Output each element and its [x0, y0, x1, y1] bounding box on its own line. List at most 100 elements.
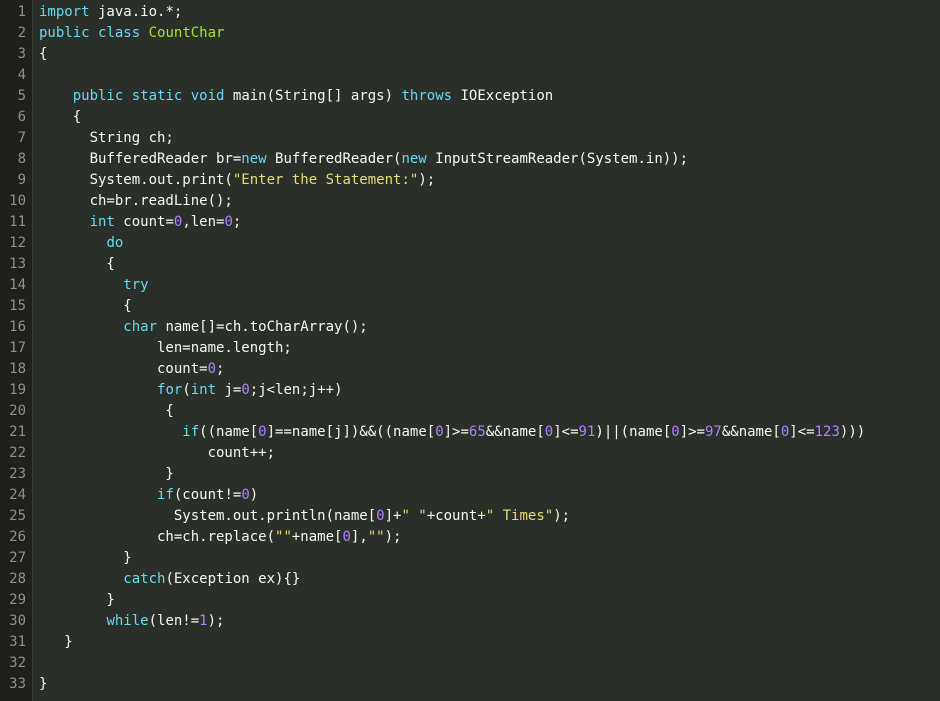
token-kw: char	[123, 319, 157, 335]
token-str: ""	[368, 529, 385, 545]
code-line[interactable]: if((name[0]==name[j])&&((name[0]>=65&&na…	[39, 422, 940, 443]
code-line[interactable]: }	[39, 548, 940, 569]
token-def: BufferedReader br=	[39, 151, 241, 167]
token-def: )	[250, 487, 258, 503]
token-str: "Enter the Statement:"	[233, 172, 418, 188]
token-kw: static	[132, 88, 183, 104]
code-line[interactable]	[39, 65, 940, 86]
token-kw: try	[123, 277, 148, 293]
line-number: 23	[4, 464, 26, 485]
code-line[interactable]: {	[39, 44, 940, 65]
token-def: }	[39, 466, 174, 482]
token-kw: while	[106, 613, 148, 629]
code-line[interactable]: public static void main(String[] args) t…	[39, 86, 940, 107]
token-def: }	[39, 634, 73, 650]
token-kw: public	[39, 25, 90, 41]
code-editor[interactable]: 1234567891011121314151617181920212223242…	[0, 0, 940, 701]
token-def: (Exception ex){}	[165, 571, 300, 587]
code-line[interactable]: {	[39, 296, 940, 317]
line-number: 21	[4, 422, 26, 443]
line-number: 15	[4, 296, 26, 317]
token-def: ]==name[j])&&((name[	[267, 424, 436, 440]
code-line[interactable]: try	[39, 275, 940, 296]
token-def: System.out.println(name[	[39, 508, 376, 524]
code-line[interactable]: {	[39, 107, 940, 128]
token-def: ,len=	[182, 214, 224, 230]
code-line[interactable]: {	[39, 254, 940, 275]
code-line[interactable]: System.out.print("Enter the Statement:")…	[39, 170, 940, 191]
line-number: 31	[4, 632, 26, 653]
token-kw: do	[106, 235, 123, 251]
code-line[interactable]: System.out.println(name[0]+" "+count+" T…	[39, 506, 940, 527]
code-line[interactable]: while(len!=1);	[39, 611, 940, 632]
code-area[interactable]: import java.io.*;public class CountChar{…	[33, 0, 940, 701]
code-line[interactable]: do	[39, 233, 940, 254]
token-num: 0	[376, 508, 384, 524]
token-kw: import	[39, 4, 90, 20]
token-kw: int	[191, 382, 216, 398]
code-line[interactable]: }	[39, 674, 940, 695]
token-def	[39, 277, 123, 293]
token-def: }	[39, 676, 47, 692]
token-num: 0	[241, 382, 249, 398]
code-line[interactable]: import java.io.*;	[39, 2, 940, 23]
code-line[interactable]: ch=ch.replace(""+name[0],"");	[39, 527, 940, 548]
token-def: &&name[	[722, 424, 781, 440]
token-def: len=name.length;	[39, 340, 292, 356]
code-line[interactable]: ch=br.readLine();	[39, 191, 940, 212]
line-number: 4	[4, 65, 26, 86]
code-line[interactable]: }	[39, 464, 940, 485]
code-line[interactable]: }	[39, 590, 940, 611]
code-line[interactable]: BufferedReader br=new BufferedReader(new…	[39, 149, 940, 170]
token-def: String ch;	[39, 130, 174, 146]
code-line[interactable]: for(int j=0;j<len;j++)	[39, 380, 940, 401]
code-line[interactable]: count=0;	[39, 359, 940, 380]
token-def: ]<=	[789, 424, 814, 440]
token-num: 0	[241, 487, 249, 503]
code-line[interactable]: count++;	[39, 443, 940, 464]
code-line[interactable]: catch(Exception ex){}	[39, 569, 940, 590]
token-kw: class	[98, 25, 140, 41]
token-num: 0	[545, 424, 553, 440]
line-number: 33	[4, 674, 26, 695]
token-def	[123, 88, 131, 104]
code-line[interactable]: }	[39, 632, 940, 653]
token-def	[39, 235, 106, 251]
token-def: {	[39, 403, 174, 419]
token-kw: throws	[401, 88, 452, 104]
line-number: 2	[4, 23, 26, 44]
token-def: BufferedReader(	[267, 151, 402, 167]
token-def: ]>=	[444, 424, 469, 440]
line-number: 20	[4, 401, 26, 422]
token-kw: int	[90, 214, 115, 230]
token-def: ]>=	[680, 424, 705, 440]
code-line[interactable]: String ch;	[39, 128, 940, 149]
code-line[interactable]	[39, 653, 940, 674]
code-line[interactable]: len=name.length;	[39, 338, 940, 359]
code-line[interactable]: if(count!=0)	[39, 485, 940, 506]
token-def: count=	[115, 214, 174, 230]
line-number: 29	[4, 590, 26, 611]
line-number-gutter: 1234567891011121314151617181920212223242…	[0, 0, 33, 701]
token-def: InputStreamReader(System.in));	[427, 151, 688, 167]
token-def: {	[39, 109, 81, 125]
token-str: " Times"	[486, 508, 553, 524]
token-def: name[]=ch.toCharArray();	[157, 319, 368, 335]
token-def	[39, 424, 182, 440]
token-def	[140, 25, 148, 41]
token-def: (	[182, 382, 190, 398]
line-number: 9	[4, 170, 26, 191]
code-line[interactable]: public class CountChar	[39, 23, 940, 44]
line-number: 18	[4, 359, 26, 380]
token-def: &&name[	[486, 424, 545, 440]
code-line[interactable]: char name[]=ch.toCharArray();	[39, 317, 940, 338]
token-str: ""	[275, 529, 292, 545]
line-number: 6	[4, 107, 26, 128]
token-num: 91	[579, 424, 596, 440]
code-line[interactable]: {	[39, 401, 940, 422]
token-kw: if	[182, 424, 199, 440]
token-def: main(String[] args)	[224, 88, 401, 104]
code-line[interactable]: int count=0,len=0;	[39, 212, 940, 233]
line-number: 8	[4, 149, 26, 170]
token-def: *	[165, 4, 173, 20]
